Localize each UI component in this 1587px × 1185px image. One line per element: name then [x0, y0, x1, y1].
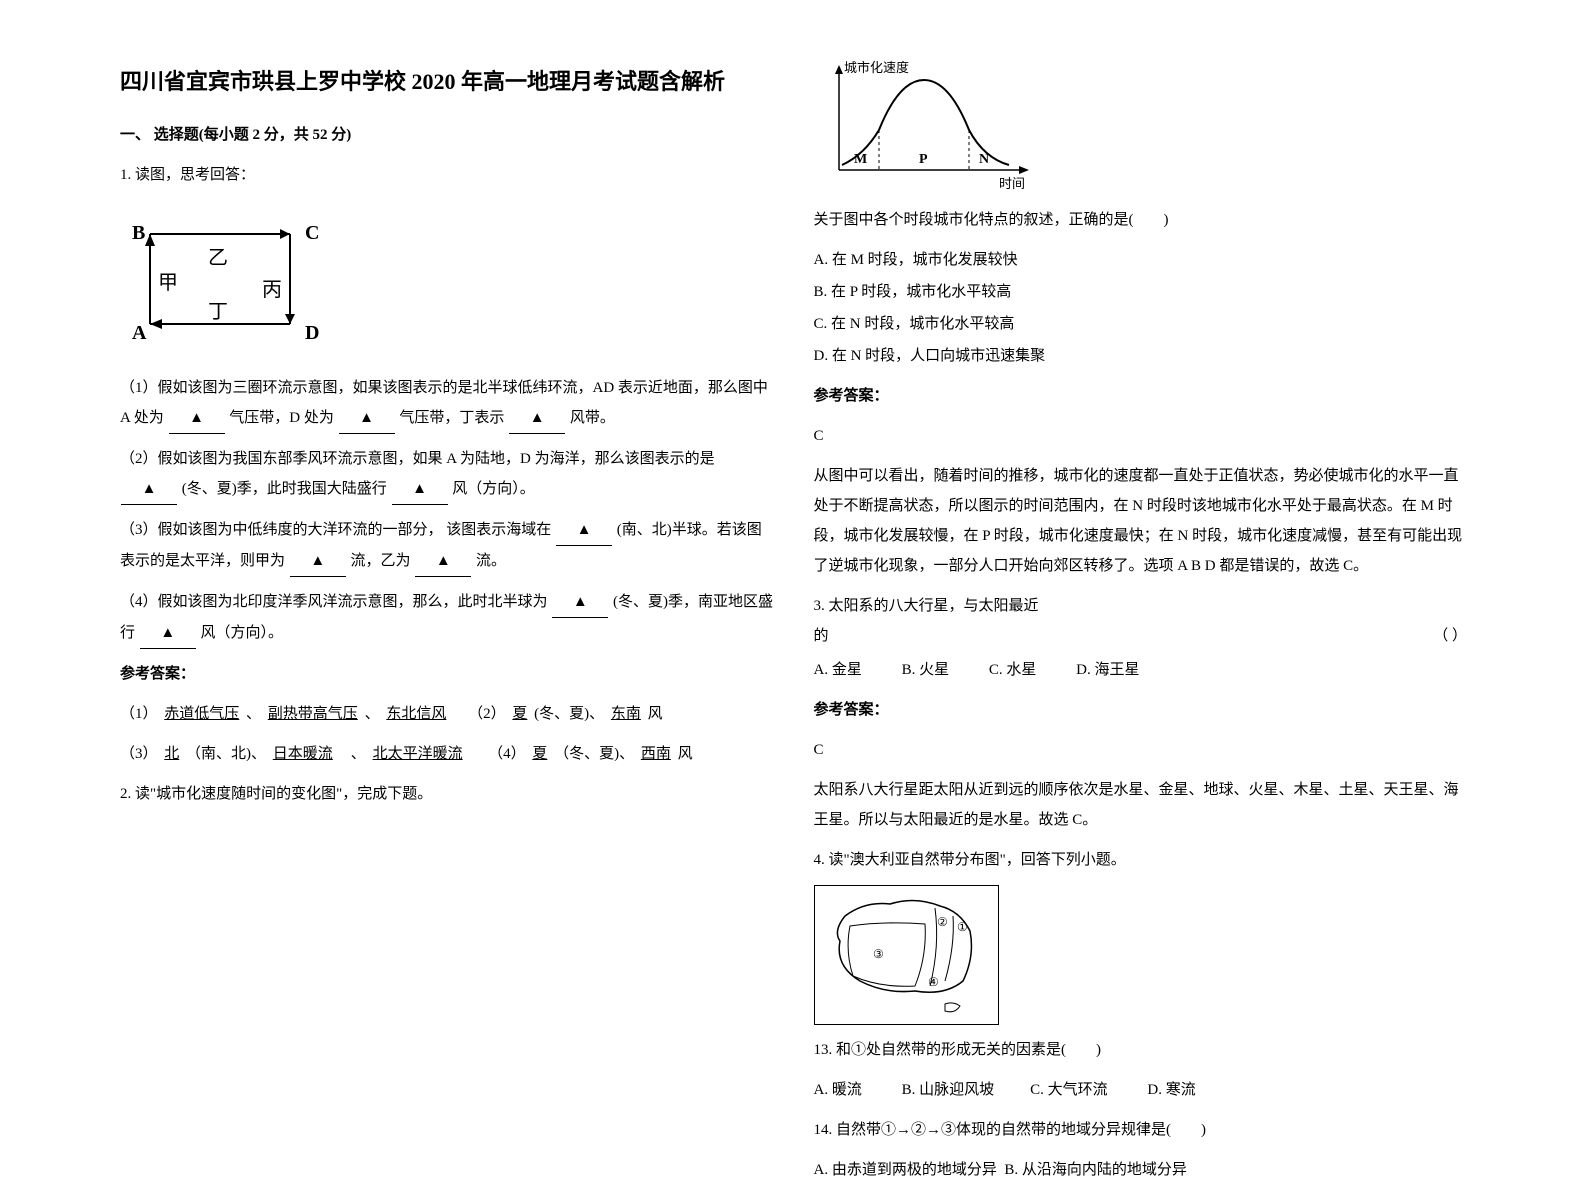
svg-text:城市化速度: 城市化速度	[844, 60, 909, 75]
answer-text: 东北信风	[386, 706, 446, 722]
urbanization-chart: 城市化速度 时间 M P N	[814, 60, 1044, 195]
left-column: 四川省宜宾市珙县上罗中学校 2020 年高一地理月考试题含解析 一、 选择题(每…	[100, 60, 794, 1062]
answer-text: 副热带高气压	[268, 706, 358, 722]
q1-answer-line2: （3） 北 （南、北)、 日本暖流 、 北太平洋暖流 （4） 夏 （冬、夏)、 …	[120, 739, 774, 769]
blank: ▲	[552, 587, 608, 618]
blank: ▲	[339, 403, 395, 434]
exam-title: 四川省宜宾市珙县上罗中学校 2020 年高一地理月考试题含解析	[120, 60, 774, 104]
blank: ▲	[392, 474, 448, 505]
q4-sub13: 13. 和①处自然带的形成无关的因素是( )	[814, 1035, 1468, 1065]
q3-stem-line1: 3. 太阳系的八大行星，与太阳最近	[814, 591, 1468, 621]
svg-text:甲: 甲	[158, 272, 178, 294]
svg-text:C: C	[305, 222, 319, 244]
blank: ▲	[556, 515, 612, 546]
q1-answer-line1: （1） 赤道低气压 、 副热带高气压 、 东北信风 （2） 夏 (冬、夏)、 东…	[120, 699, 774, 729]
q1-sub3: （3）假如该图为中低纬度的大洋环流的一部分， 该图表示海域在 ▲ (南、北)半球…	[120, 515, 774, 577]
q2-option-d: D. 在 N 时段，人口向城市迅速集聚	[814, 341, 1468, 371]
q2-answer-label: 参考答案：	[814, 381, 1468, 411]
q1-stem: 1. 读图，思考回答：	[120, 160, 774, 190]
svg-text:③: ③	[873, 947, 884, 961]
q3-explain: 太阳系八大行星距太阳从近到远的顺序依次是水星、金星、地球、火星、木星、土星、天王…	[814, 775, 1468, 835]
q13-option-c: C. 大气环流	[1030, 1082, 1108, 1098]
svg-text:A: A	[132, 322, 147, 344]
answer-text: 北太平洋暖流	[373, 746, 463, 762]
q13-option-d: D. 寒流	[1147, 1082, 1195, 1098]
q2-explain: 从图中可以看出，随着时间的推移，城市化的速度都一直处于正值状态，势必使城市化的水…	[814, 461, 1468, 581]
answer-text: 西南	[641, 746, 671, 762]
svg-text:M: M	[854, 152, 867, 167]
svg-text:②: ②	[937, 915, 948, 929]
q4-sub14-options: A. 由赤道到两极的地域分异 B. 从沿海向内陆的地域分异	[814, 1155, 1468, 1185]
q3-bracket: （ ）	[1433, 621, 1467, 651]
q2-prompt: 关于图中各个时段城市化特点的叙述，正确的是( )	[814, 205, 1468, 235]
q3-options: A. 金星 B. 火星 C. 水星 D. 海王星	[814, 655, 1468, 685]
svg-text:时间: 时间	[999, 176, 1025, 191]
q3-stem-line2: 的 （ ）	[814, 621, 1468, 651]
q14-option-b: B. 从沿海向内陆的地域分异	[1004, 1162, 1187, 1178]
q2-option-a: A. 在 M 时段，城市化发展较快	[814, 245, 1468, 275]
q13-option-a: A. 暖流	[814, 1082, 862, 1098]
q2-chart: 城市化速度 时间 M P N	[814, 60, 1044, 195]
blank: ▲	[509, 403, 565, 434]
q1-sub4: （4）假如该图为北印度洋季风洋流示意图，那么，此时北半球为 ▲ (冬、夏)季，南…	[120, 587, 774, 649]
answer-text: 夏	[512, 706, 527, 722]
answer-text: 日本暖流	[273, 746, 333, 762]
q4-sub14: 14. 自然带①→②→③体现的自然带的地域分异规律是( )	[814, 1115, 1468, 1145]
blank: ▲	[121, 474, 177, 505]
svg-text:B: B	[132, 222, 145, 244]
q3-option-b: B. 火星	[902, 662, 950, 678]
answer-text: 北	[164, 746, 179, 762]
q1-sub2: （2）假如该图为我国东部季风环流示意图，如果 A 为陆地，D 为海洋，那么该图表…	[120, 444, 774, 505]
svg-text:④: ④	[928, 975, 939, 989]
svg-text:①: ①	[957, 920, 968, 934]
q14-option-a: A. 由赤道到两极的地域分异	[814, 1162, 997, 1178]
q1-diagram: B C A D 甲 乙 丙 丁	[120, 204, 340, 359]
svg-text:乙: 乙	[208, 247, 228, 269]
blank: ▲	[290, 546, 346, 577]
blank: ▲	[415, 546, 471, 577]
q1-sub1: （1）假如该图为三圈环流示意图，如果该图表示的是北半球低纬环流，AD 表示近地面…	[120, 373, 774, 434]
svg-text:N: N	[979, 152, 989, 167]
svg-text:P: P	[919, 152, 928, 167]
australia-svg: ① ② ③ ④	[815, 886, 998, 1024]
q2-option-b: B. 在 P 时段，城市化水平较高	[814, 277, 1468, 307]
answer-text: 赤道低气压	[164, 706, 239, 722]
q3-option-d: D. 海王星	[1076, 662, 1139, 678]
q3-option-a: A. 金星	[814, 662, 862, 678]
answer-text: 东南	[611, 706, 641, 722]
blank: ▲	[140, 618, 196, 649]
svg-text:D: D	[305, 322, 319, 344]
q1-answer-label: 参考答案：	[120, 659, 774, 689]
q4-sub13-options: A. 暖流 B. 山脉迎风坡 C. 大气环流 D. 寒流	[814, 1075, 1468, 1105]
section-heading: 一、 选择题(每小题 2 分，共 52 分)	[120, 120, 774, 150]
q3-answer-label: 参考答案：	[814, 695, 1468, 725]
q2-stem: 2. 读"城市化速度随时间的变化图"，完成下题。	[120, 779, 774, 809]
q4-stem: 4. 读"澳大利亚自然带分布图"，回答下列小题。	[814, 845, 1468, 875]
q4-australia-map: ① ② ③ ④	[814, 885, 999, 1025]
svg-text:丁: 丁	[208, 301, 228, 323]
q3-answer: C	[814, 735, 1468, 765]
circulation-diagram: B C A D 甲 乙 丙 丁	[120, 204, 340, 359]
svg-text:丙: 丙	[262, 279, 282, 301]
right-column: 城市化速度 时间 M P N 关于图中各个时段城市化特点的叙述，正确的是( ) …	[794, 60, 1488, 1062]
q2-answer: C	[814, 421, 1468, 451]
blank: ▲	[169, 403, 225, 434]
answer-text: 夏	[532, 746, 547, 762]
q13-option-b: B. 山脉迎风坡	[902, 1082, 995, 1098]
q2-option-c: C. 在 N 时段，城市化水平较高	[814, 309, 1468, 339]
q3-option-c: C. 水星	[989, 662, 1037, 678]
